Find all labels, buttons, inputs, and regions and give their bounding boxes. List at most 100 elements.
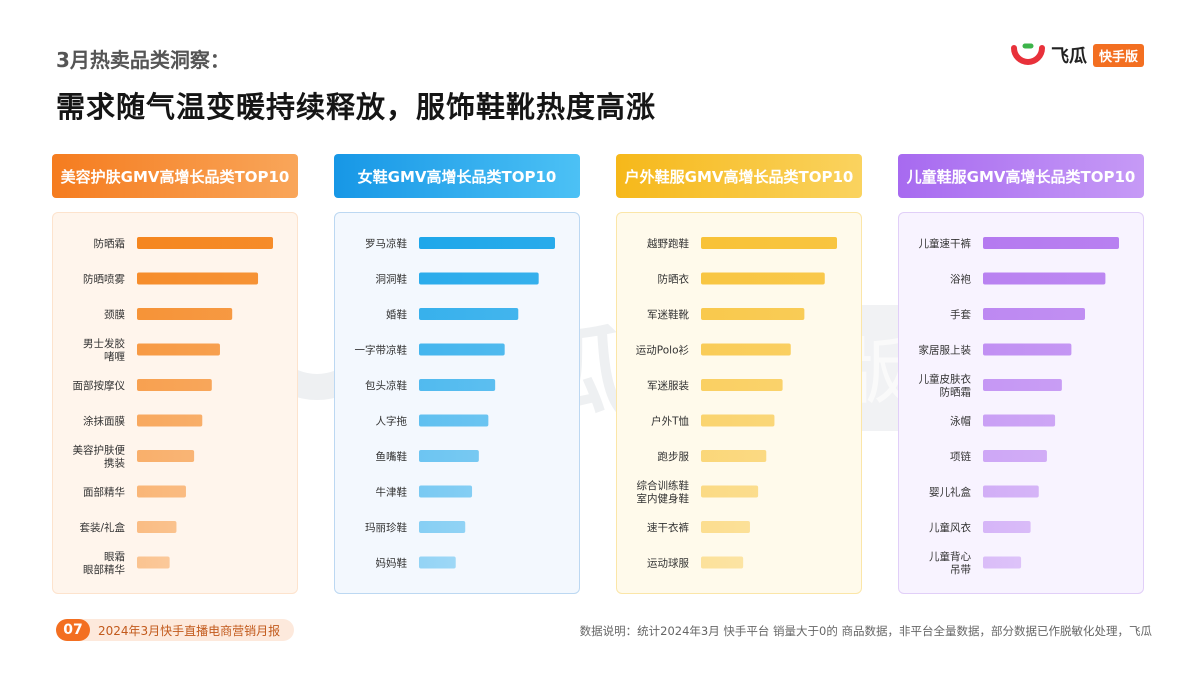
- bar: [701, 521, 750, 533]
- category-label: 牛津鞋: [376, 486, 408, 499]
- bar: [701, 556, 744, 569]
- chart-title: 美容护肤GMV高增长品类TOP10: [52, 154, 298, 198]
- category-label: 防晒衣: [658, 273, 690, 286]
- headline: 需求随气温变暖持续释放，服饰鞋靴热度高涨: [56, 90, 657, 124]
- category-label: 综合训练鞋室内健身鞋: [637, 479, 690, 505]
- category-label: 面部精华: [83, 486, 125, 499]
- melon-logo-icon: [1010, 43, 1045, 65]
- category-label: 儿童风衣: [929, 521, 971, 534]
- bar: [701, 237, 837, 249]
- bar: [137, 450, 195, 462]
- category-label: 越野跑鞋: [647, 237, 689, 250]
- bar: [983, 414, 1056, 427]
- category-label: 运动球服: [647, 557, 689, 570]
- category-label: 面部按摩仪: [73, 379, 126, 392]
- bar: [419, 556, 456, 569]
- category-label: 婴儿礼盒: [929, 486, 971, 499]
- category-label: 眼霜眼部精华: [83, 551, 125, 576]
- category-label: 军迷服装: [647, 379, 689, 392]
- bar: [983, 379, 1062, 391]
- category-label: 洞洞鞋: [376, 273, 408, 286]
- category-label: 妈妈鞋: [376, 557, 408, 570]
- category-label: 婚鞋: [386, 308, 407, 321]
- bar: [419, 379, 496, 391]
- chart-panel: 越野跑鞋 防晒衣 军迷鞋靴 运动Polo衫 军迷服装 户外T恤 跑步服 综合训练鞋室内健身鞋速…: [616, 212, 862, 594]
- category-label: 项链: [950, 450, 971, 463]
- subtitle: 3月热卖品类洞察：: [56, 48, 230, 72]
- chart-title: 女鞋GMV高增长品类TOP10: [334, 154, 580, 198]
- category-label: 户外T恤: [651, 415, 689, 428]
- category-label: 儿童速干裤: [919, 237, 972, 250]
- bar: [983, 450, 1047, 462]
- category-label: 速干衣裤: [647, 521, 689, 534]
- bar: [137, 272, 259, 285]
- bar: [419, 308, 519, 320]
- bar: [983, 308, 1085, 320]
- category-label: 涂抹面膜: [83, 415, 125, 428]
- chart-panel: 罗马凉鞋洞洞鞋婚鞋一字带凉鞋包头凉鞋人字拖鱼嘴鞋牛津鞋玛丽珍鞋妈妈鞋: [334, 212, 580, 594]
- bar: [137, 343, 220, 356]
- chart-panel: 防晒霜防晒喷雾颈膜男士发胶啫喱面部按摩仪涂抹面膜美容护肤便携装面部精华套装/礼盒…: [52, 212, 298, 594]
- bar-chart: 越野跑鞋防晒衣军迷鞋靴运动Polo衫军迷服装户外T恤跑步服综合训练鞋室内健身鞋速…: [636, 237, 837, 570]
- bar: [983, 485, 1039, 498]
- bar: [701, 379, 783, 391]
- bar: [137, 379, 212, 391]
- bar: [701, 308, 805, 320]
- bar: [701, 272, 825, 285]
- category-label: 手套: [950, 308, 971, 321]
- bar: [983, 556, 1022, 569]
- category-label: 套装/礼盒: [79, 521, 125, 534]
- bar: [419, 521, 466, 533]
- bar: [701, 414, 775, 427]
- category-label: 罗马凉鞋: [365, 237, 407, 250]
- data-note: 数据说明：统计2024年3月 快手平台 销量大于0的 商品数据，非平台全量数据，…: [579, 624, 1152, 638]
- bar: [983, 343, 1072, 356]
- brand-tag: 快手版: [1092, 43, 1144, 67]
- bar: [983, 237, 1119, 249]
- category-label: 玛丽珍鞋: [365, 521, 407, 534]
- bar: [419, 237, 555, 249]
- category-label: 颈膜: [104, 309, 125, 321]
- bar: [137, 521, 177, 533]
- bar: [983, 272, 1106, 285]
- category-label: 泳帽: [950, 415, 971, 428]
- chart-title: 儿童鞋服GMV高增长品类TOP10: [898, 154, 1144, 198]
- category-label: 人字拖: [376, 415, 408, 428]
- category-label: 防晒霜: [94, 237, 126, 250]
- category-label: 儿童皮肤衣防晒霜: [919, 373, 972, 399]
- category-label: 包头凉鞋: [365, 379, 407, 392]
- bar: [983, 521, 1031, 533]
- chart-title: 户外鞋服GMV高增长品类TOP10: [616, 154, 862, 198]
- category-label: 浴袍: [950, 273, 971, 286]
- bar: [137, 308, 233, 320]
- bar: [419, 485, 473, 498]
- category-label: 美容护肤便携装: [73, 444, 126, 470]
- category-label: 防晒喷雾: [83, 273, 125, 286]
- page-number: 07: [56, 619, 90, 641]
- bar: [701, 343, 791, 356]
- brand-name: 飞瓜: [1050, 46, 1087, 67]
- bar: [419, 450, 479, 462]
- category-label: 运动Polo衫: [636, 345, 689, 357]
- bar: [137, 237, 273, 249]
- chart-panel: 儿童速干裤浴袍手套家居服上装儿童皮肤衣防晒霜泳帽项链婴儿礼盒儿童风衣儿童背心吊带: [898, 212, 1144, 594]
- category-label: 一字带凉鞋: [355, 344, 408, 357]
- category-label: 儿童背心吊带: [929, 550, 971, 576]
- bar: [419, 414, 489, 427]
- category-label: 鱼嘴鞋: [376, 450, 408, 463]
- brand-logo: 飞瓜 快手版: [1010, 42, 1144, 68]
- bar: [137, 414, 203, 427]
- bar: [701, 450, 767, 462]
- category-label: 男士发胶啫喱: [83, 337, 125, 363]
- category-label: 家居服上装: [919, 344, 972, 357]
- bar: [419, 343, 505, 356]
- bar: [137, 556, 170, 569]
- footer: 07 2024年3月快手直播电商营销月报: [56, 619, 295, 641]
- report-name: 2024年3月快手直播电商营销月报: [78, 619, 295, 641]
- bar-chart: 防晒霜防晒喷雾颈膜男士发胶啫喱面部按摩仪涂抹面膜美容护肤便携装面部精华套装/礼盒…: [73, 237, 273, 576]
- bar: [701, 485, 759, 498]
- bar: [137, 485, 186, 498]
- category-label: 军迷鞋靴: [647, 308, 689, 321]
